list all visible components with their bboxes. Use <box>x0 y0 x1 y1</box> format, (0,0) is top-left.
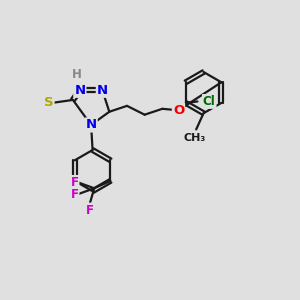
Text: F: F <box>70 188 79 201</box>
Text: H: H <box>72 68 82 81</box>
Text: CH₃: CH₃ <box>184 133 206 143</box>
Text: O: O <box>173 104 184 117</box>
Text: Cl: Cl <box>203 95 216 108</box>
Text: N: N <box>74 84 86 97</box>
Text: F: F <box>86 204 94 217</box>
Text: N: N <box>85 118 97 131</box>
Text: N: N <box>97 84 108 97</box>
Text: S: S <box>44 96 54 110</box>
Text: F: F <box>70 176 79 189</box>
